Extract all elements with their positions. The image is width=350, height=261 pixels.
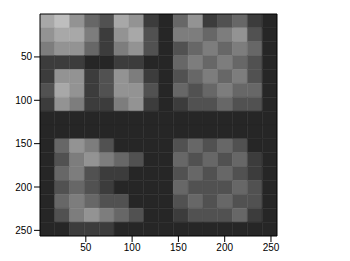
- svg-text:150: 150: [15, 138, 32, 149]
- svg-text:100: 100: [15, 95, 32, 106]
- svg-text:200: 200: [15, 182, 32, 193]
- svg-text:250: 250: [15, 225, 32, 236]
- svg-text:250: 250: [263, 242, 280, 253]
- svg-text:50: 50: [21, 51, 33, 62]
- svg-text:200: 200: [216, 242, 233, 253]
- svg-text:100: 100: [124, 242, 141, 253]
- svg-text:50: 50: [80, 242, 92, 253]
- svg-text:150: 150: [170, 242, 187, 253]
